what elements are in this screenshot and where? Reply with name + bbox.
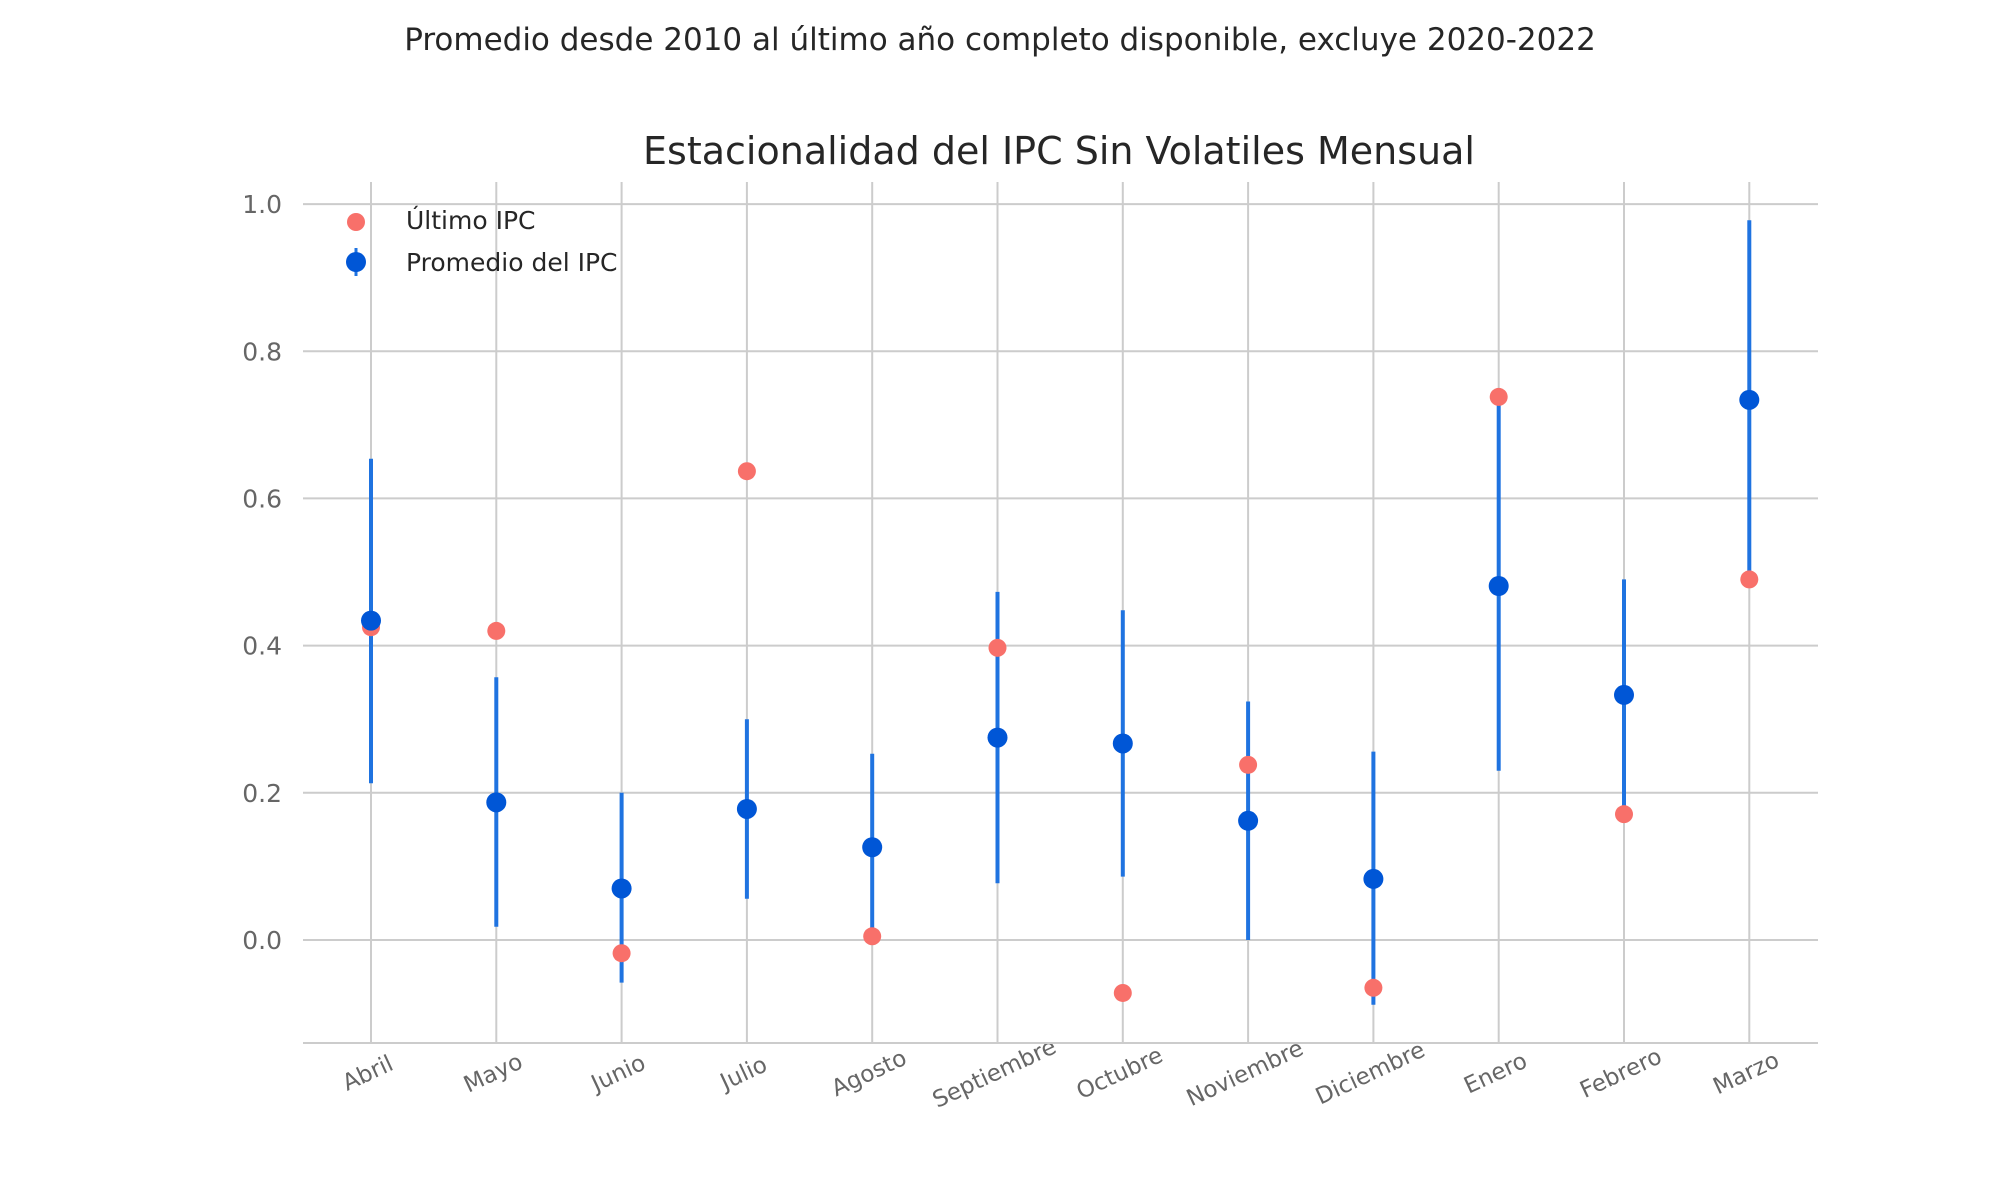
axis-layer: 0.0 0.2 0.4 0.6 0.8 1.0 Abril Mayo Junio Julio Ago… [242, 190, 1818, 1114]
promedio-ipc-point [1488, 576, 1509, 597]
promedio-ipc-point [736, 798, 757, 819]
x-tick-label: Agosto [828, 1045, 911, 1102]
chart-title: Estacionalidad del IPC Sin Volatiles Men… [643, 129, 1475, 173]
ultimo-ipc-point [1615, 805, 1633, 824]
promedio-ipc-point [611, 878, 632, 899]
x-tick-label: Octubre [1073, 1042, 1167, 1104]
ultimo-ipc-point [487, 621, 506, 640]
x-tick-label: Enero [1460, 1048, 1531, 1100]
legend: Último IPC Promedio del IPC [346, 205, 618, 277]
promedio-ipc-point [486, 792, 507, 813]
y-tick-label: 0.2 [242, 779, 282, 808]
promedio-ipc-point [987, 727, 1008, 748]
legend-marker-promedio-ipc [346, 252, 366, 272]
promedio-ipc-point [862, 837, 883, 858]
ultimo-ipc-point [612, 944, 631, 963]
promedio-ipc-point [1238, 810, 1259, 831]
y-tick-label: 0.8 [242, 337, 282, 366]
promedio-ipc-point [1363, 868, 1384, 889]
x-tick-label: Abril [339, 1051, 398, 1097]
x-tick-label: Febrero [1576, 1044, 1666, 1104]
x-tick-label: Mayo [460, 1049, 527, 1099]
x-tick-label: Marzo [1709, 1047, 1783, 1100]
y-tick-label: 0.6 [242, 484, 282, 513]
chart-suptitle: Promedio desde 2010 al último año comple… [404, 22, 1596, 58]
x-tick-label: Julio [715, 1052, 772, 1097]
errorbar-layer [369, 220, 1752, 1005]
x-tick-label: Noviembre [1183, 1035, 1308, 1112]
legend-marker-ultimo-ipc [347, 213, 365, 231]
x-tick-label: Septiembre [929, 1034, 1061, 1114]
grid-layer [303, 182, 1818, 1043]
legend-label-ultimo-ipc: Último IPC [406, 205, 536, 235]
y-tick-label: 1.0 [242, 190, 282, 219]
ultimo-ipc-point [863, 927, 882, 946]
x-tick-label: Diciembre [1312, 1037, 1429, 1110]
legend-label-promedio-ipc: Promedio del IPC [406, 248, 618, 277]
ultimo-ipc-point [1239, 755, 1258, 774]
promedio-ipc-point [1614, 684, 1634, 705]
ultimo-ipc-point [1113, 983, 1132, 1002]
ultimo-ipc-point [1489, 387, 1508, 406]
point-layer [361, 387, 1760, 1002]
y-tick-label: 0.4 [242, 632, 282, 661]
promedio-ipc-point [361, 610, 381, 631]
promedio-ipc-point [1739, 389, 1760, 410]
y-tick-label: 0.0 [242, 926, 282, 955]
promedio-ipc-point [1112, 733, 1133, 754]
x-tick-label: Junio [586, 1050, 650, 1098]
ultimo-ipc-point [1740, 570, 1759, 589]
ultimo-ipc-point [1364, 978, 1383, 997]
ultimo-ipc-point [988, 638, 1007, 657]
ultimo-ipc-point [737, 462, 756, 481]
